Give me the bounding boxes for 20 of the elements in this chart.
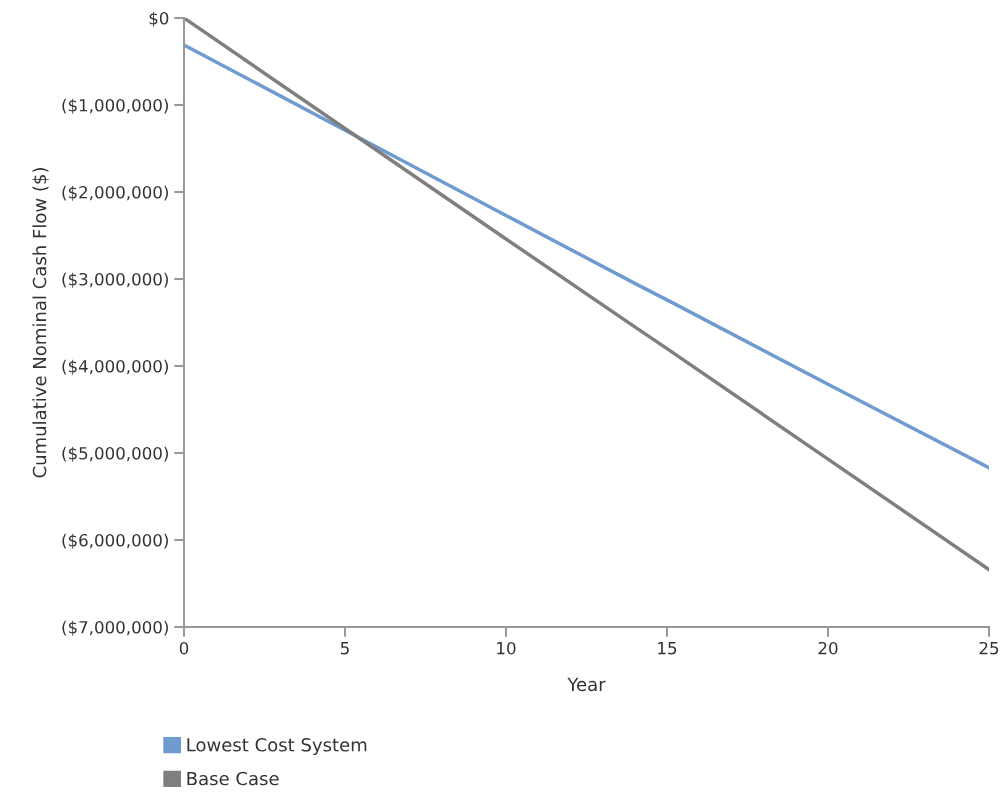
y-axis-title: Cumulative Nominal Cash Flow ($): [32, 168, 49, 478]
y-tick-label: ($6,000,000): [62, 533, 168, 549]
y-tick-label: ($4,000,000): [62, 359, 168, 375]
x-tick-label: 20: [818, 641, 838, 655]
x-tick-label: 15: [658, 642, 677, 655]
legend-label: Lowest Cost System: [187, 737, 367, 756]
x-tick-label: 5: [340, 642, 349, 655]
x-axis-title: Year: [567, 677, 606, 692]
y-tick-label: ($5,000,000): [62, 446, 168, 462]
y-tick-label: ($1,000,000): [62, 98, 168, 114]
y-tick-label: ($3,000,000): [62, 272, 168, 288]
x-tick-label: 25: [979, 641, 999, 655]
line-series: [184, 43, 989, 470]
y-tick-label: $0: [149, 11, 169, 27]
x-tick-label: 10: [497, 641, 516, 655]
legend-label: Base Case: [187, 771, 279, 786]
x-tick-label: 0: [179, 641, 189, 655]
line-series: [184, 18, 989, 572]
y-tick-label: ($2,000,000): [62, 185, 168, 201]
y-tick-label: ($7,000,000): [62, 620, 168, 636]
